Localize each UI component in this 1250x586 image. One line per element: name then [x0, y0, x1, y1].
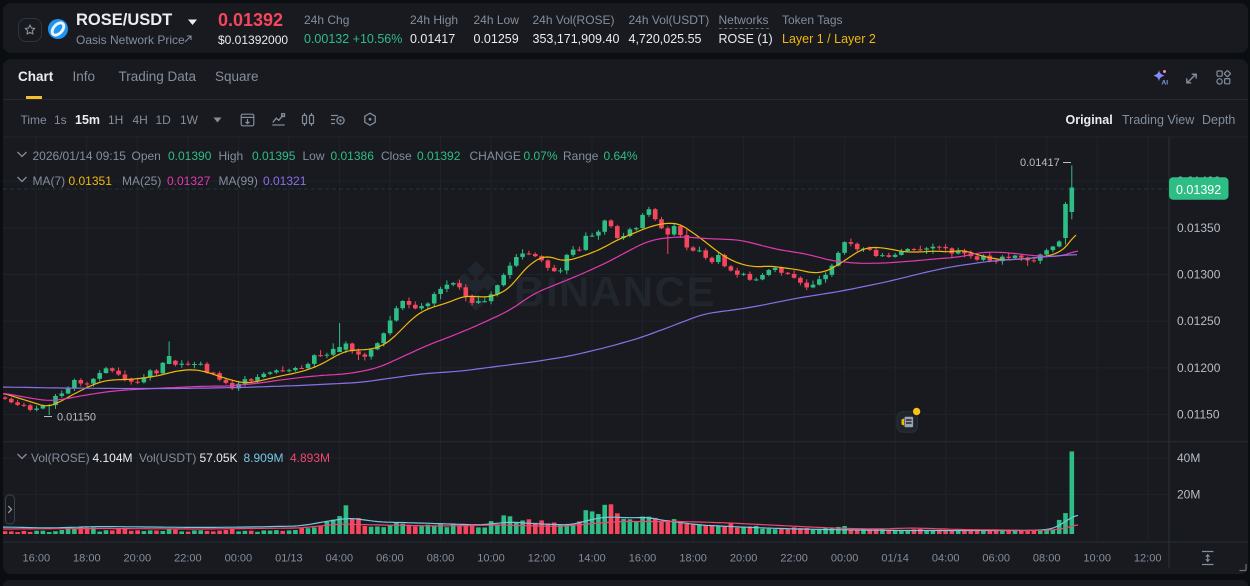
svg-text:01/13: 01/13 — [275, 553, 303, 565]
svg-text:20:00: 20:00 — [124, 553, 152, 565]
svg-text:10:00: 10:00 — [1083, 553, 1111, 565]
svg-text:01/14: 01/14 — [881, 553, 909, 565]
svg-text:12:00: 12:00 — [1134, 553, 1162, 565]
svg-text:0.01300: 0.01300 — [1177, 268, 1221, 282]
svg-text:12:00: 12:00 — [528, 553, 556, 565]
svg-text:00:00: 00:00 — [831, 553, 859, 565]
svg-text:0.01417: 0.01417 — [1020, 157, 1060, 169]
svg-text:08:00: 08:00 — [427, 553, 455, 565]
svg-text:18:00: 18:00 — [73, 553, 101, 565]
svg-text:22:00: 22:00 — [780, 553, 808, 565]
svg-text:00:00: 00:00 — [225, 553, 253, 565]
svg-text:10:00: 10:00 — [477, 553, 505, 565]
svg-text:06:00: 06:00 — [376, 553, 404, 565]
svg-text:0.01200: 0.01200 — [1177, 361, 1221, 375]
svg-text:0.01150: 0.01150 — [1177, 408, 1220, 422]
svg-text:BINANCE: BINANCE — [514, 268, 716, 315]
svg-text:0.01250: 0.01250 — [1177, 314, 1221, 328]
svg-text:AI: AI — [1162, 80, 1169, 87]
svg-text:04:00: 04:00 — [326, 553, 354, 565]
svg-text:14:00: 14:00 — [578, 553, 606, 565]
svg-text:06:00: 06:00 — [982, 553, 1010, 565]
svg-text:20M: 20M — [1177, 487, 1200, 501]
svg-text:0.01350: 0.01350 — [1177, 221, 1221, 235]
svg-text:22:00: 22:00 — [174, 553, 202, 565]
svg-text:16:00: 16:00 — [629, 553, 657, 565]
svg-text:0.01392: 0.01392 — [1176, 183, 1221, 197]
svg-text:40M: 40M — [1177, 451, 1200, 465]
svg-text:20:00: 20:00 — [730, 553, 758, 565]
svg-text:0.01150: 0.01150 — [57, 412, 96, 424]
svg-text:16:00: 16:00 — [23, 553, 51, 565]
svg-text:04:00: 04:00 — [932, 553, 960, 565]
svg-text:18:00: 18:00 — [679, 553, 707, 565]
svg-text:08:00: 08:00 — [1033, 553, 1061, 565]
